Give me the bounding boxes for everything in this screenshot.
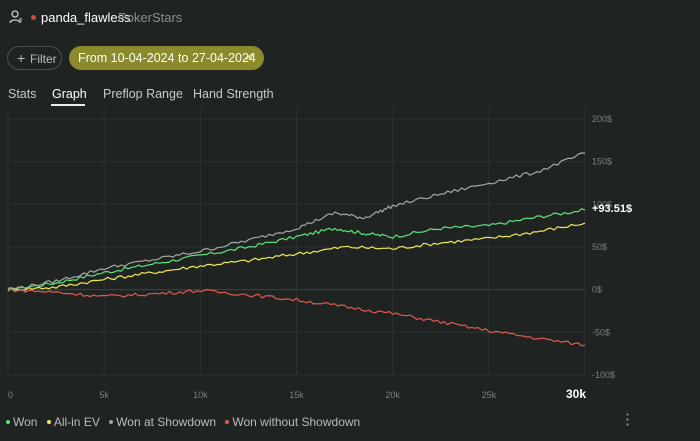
x-tick-label: 5k (99, 390, 109, 400)
legend-marker (225, 419, 230, 424)
y-tick-label: -50$ (592, 327, 610, 337)
series-line-won (7, 208, 586, 291)
legend-label: All-in EV (53, 415, 100, 429)
profit-graph: 200$ 150$ 100$ 50$ 0$ -50$ -100$ 0 5k 10k 15k 20k 25… (7, 109, 632, 401)
end-value-label: +93.51$ (592, 203, 632, 215)
legend-item-won-showdown[interactable]: Won at Showdown (109, 415, 216, 429)
header-bar: panda_flawless PokerStars (0, 0, 700, 34)
tab-stats[interactable]: Stats (8, 87, 37, 101)
legend-marker (46, 419, 51, 424)
legend-item-won[interactable]: Won (6, 415, 37, 429)
date-range-chip[interactable]: From 10-04-2024 to 27-04-2024 ✕ (69, 46, 264, 70)
y-tick-label: 150$ (592, 157, 612, 167)
series-line-won-at-showdown (7, 152, 586, 291)
chart-legend: Won All-in EV Won at Showdown Won withou… (6, 415, 366, 429)
x-tick-label: 15k (289, 390, 304, 400)
series-line-won-without-showdown (8, 288, 586, 347)
legend-marker (109, 419, 114, 424)
x-tick-label: 10k (193, 390, 208, 400)
close-icon[interactable]: ✕ (244, 50, 255, 64)
user-icon[interactable] (9, 10, 23, 24)
legend-label: Won without Showdown (232, 415, 361, 429)
filter-label: Filter (30, 52, 57, 66)
legend-marker (6, 419, 10, 424)
active-tab-indicator (51, 104, 85, 106)
plus-icon: + (17, 50, 26, 66)
series-line-all-in-ev (7, 222, 586, 292)
legend-label: Won (13, 415, 38, 429)
tab-graph[interactable]: Graph (52, 87, 87, 101)
x-tick-label: 25k (482, 390, 497, 400)
status-dot (31, 15, 36, 20)
site-name: PokerStars (118, 10, 183, 25)
y-tick-label: 0$ (592, 285, 602, 295)
x-tick-label-current: 30k (566, 387, 586, 401)
legend-label: Won at Showdown (116, 415, 217, 429)
more-vert-icon[interactable]: ⋮ (620, 411, 635, 428)
tab-preflop-range[interactable]: Preflop Range (103, 87, 183, 101)
x-tick-label: 20k (385, 390, 400, 400)
legend-item-won-without-showdown[interactable]: Won without Showdown (225, 415, 360, 429)
date-range-label: From 10-04-2024 to 27-04-2024 (78, 51, 256, 65)
x-tick-label: 0 (8, 390, 13, 400)
y-tick-label: 50$ (592, 242, 607, 252)
legend-item-allin-ev[interactable]: All-in EV (46, 415, 100, 429)
y-tick-label: 200$ (592, 114, 612, 124)
y-tick-label: 100$ (592, 199, 612, 209)
filter-button[interactable]: + Filter (7, 46, 62, 70)
tab-hand-strength[interactable]: Hand Strength (193, 87, 274, 101)
player-name[interactable]: panda_flawless (41, 10, 131, 25)
y-tick-label: -100$ (592, 370, 615, 380)
